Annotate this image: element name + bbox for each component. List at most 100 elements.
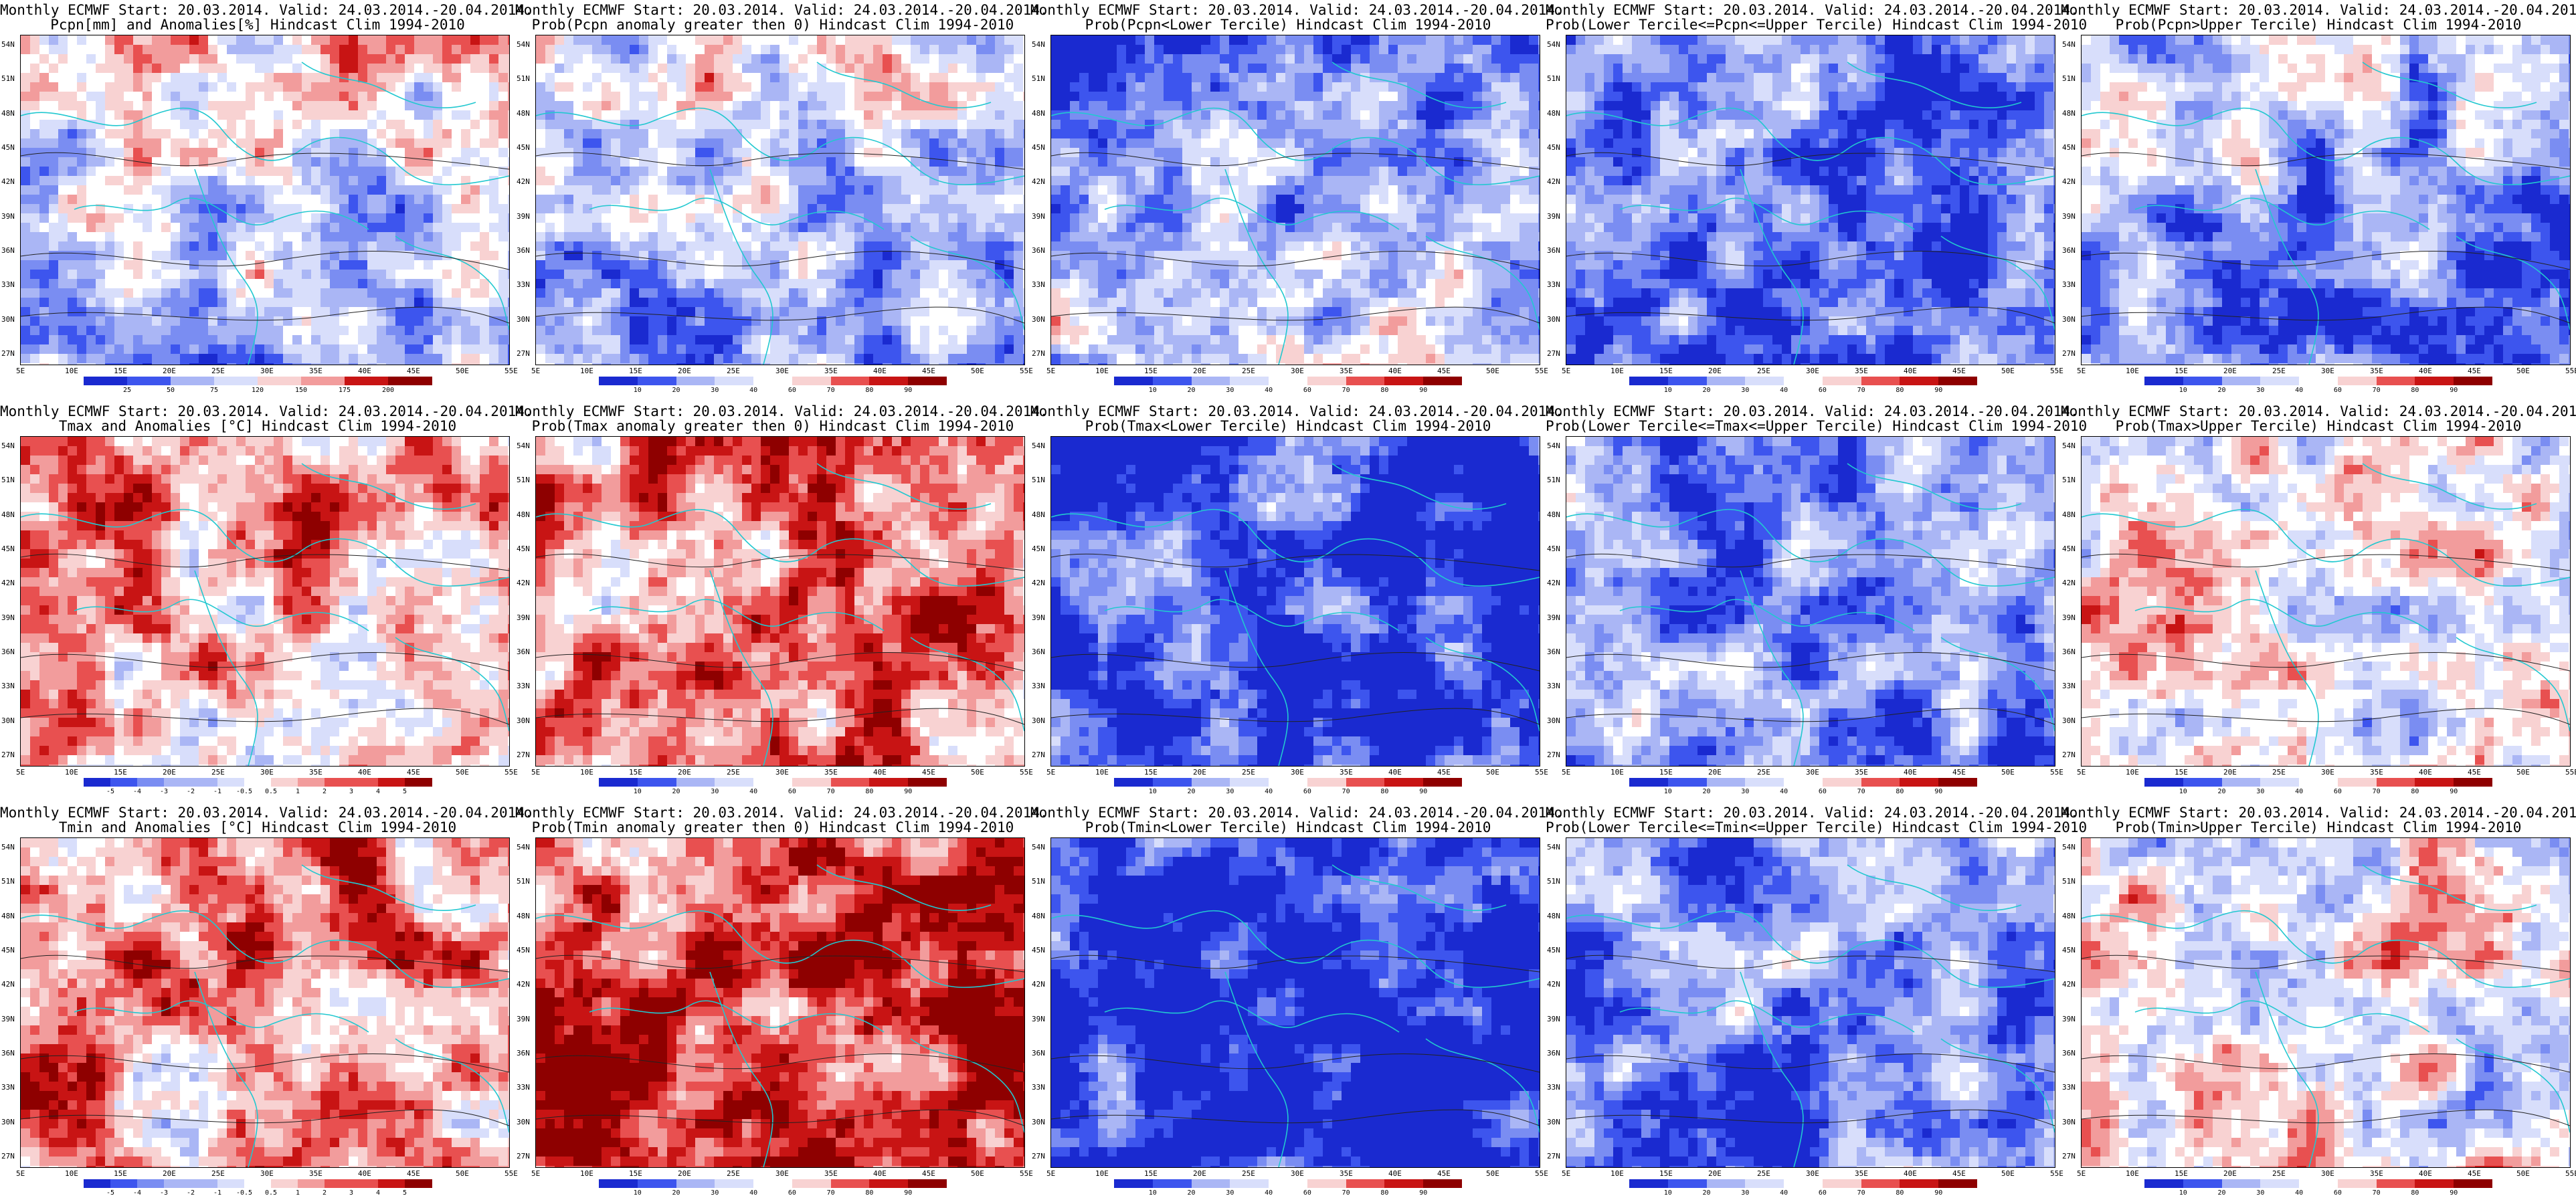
latitude-label: 39N [1, 1015, 15, 1023]
latitude-label: 51N [1032, 74, 1045, 83]
latitude-label: 36N [1, 246, 15, 255]
colorbar-label: 90 [1934, 788, 1942, 795]
latitude-label: 39N [517, 1015, 530, 1023]
latitude-label: 42N [1, 579, 15, 587]
longitude-label: 35E [1855, 768, 1868, 777]
colorbar [1629, 778, 1978, 787]
colorbar-label: 20 [1188, 387, 1196, 394]
colorbar-label: 40 [1780, 1189, 1788, 1197]
colorbar-segment [2337, 377, 2377, 385]
longitude-label: 30E [1291, 367, 1304, 375]
colorbar-label: 40 [1265, 1189, 1273, 1197]
colorbar-segment [110, 778, 138, 787]
colorbar-label: 70 [827, 387, 835, 394]
latitude-label: 54N [1032, 843, 1045, 851]
colorbar-segment [1307, 377, 1347, 385]
colorbar-segment [1861, 778, 1900, 787]
latitude-label: 42N [2062, 980, 2076, 989]
colorbar-segment [1861, 1179, 1900, 1188]
colorbar-segment [1423, 778, 1463, 787]
forecast-panel: Monthly ECMWF Start: 20.03.2014. Valid: … [1030, 803, 1564, 1204]
panel-title-line1: Monthly ECMWF Start: 20.03.2014. Valid: … [0, 404, 533, 419]
longitude-label: 15E [629, 367, 642, 375]
latitude-label: 48N [1032, 510, 1045, 519]
latitude-label: 48N [2062, 912, 2076, 920]
colorbar-segment [676, 1179, 715, 1188]
colorbar-label: 30 [1741, 788, 1749, 795]
colorbar-label: 90 [904, 1189, 912, 1197]
colorbar-label: 1 [296, 788, 300, 795]
colorbar-segment [715, 778, 754, 787]
colorbar-label: 60 [2334, 387, 2342, 394]
longitude-label: 40E [873, 1169, 887, 1178]
latitude-label: 42N [517, 980, 530, 989]
forecast-map [535, 837, 1025, 1168]
colorbar-segment [1629, 1179, 1669, 1188]
colorbar-label: 80 [2411, 1189, 2419, 1197]
longitude-label: 40E [1388, 768, 1402, 777]
map-field-svg [536, 35, 1024, 365]
colorbar-segment [1230, 1179, 1269, 1188]
colorbar-label: 70 [827, 788, 835, 795]
colorbar-segment [908, 377, 947, 385]
latitude-label: 39N [1547, 1015, 1560, 1023]
longitude-label: 5E [531, 768, 540, 777]
colorbar-label: 50 [167, 387, 175, 394]
longitude-label: 50E [971, 367, 984, 375]
latitude-label: 42N [1, 177, 15, 186]
colorbar-label: -2 [187, 1189, 195, 1197]
latitude-label: 42N [1547, 579, 1560, 587]
colorbar-label: 30 [2256, 788, 2264, 795]
colorbar-segment [1784, 377, 1823, 385]
longitude-label: 45E [1952, 367, 1966, 375]
colorbar-label: 60 [1819, 387, 1827, 394]
colorbar-segment [869, 377, 909, 385]
longitude-label: 45E [922, 768, 935, 777]
colorbar-segment [258, 377, 302, 385]
longitude-label: 45E [1437, 768, 1451, 777]
latitude-label: 54N [517, 843, 530, 851]
colorbar-segment [171, 377, 215, 385]
latitude-label: 48N [517, 510, 530, 519]
longitude-label: 30E [1806, 1169, 1819, 1178]
longitude-label: 55E [1020, 367, 1033, 375]
longitude-label: 40E [873, 768, 887, 777]
forecast-map [2081, 837, 2571, 1168]
panel-title-line2: Prob(Lower Tercile<=Pcpn<=Upper Tercile)… [1546, 17, 2087, 32]
colorbar [2144, 1179, 2493, 1188]
latitude-label: 27N [2062, 349, 2076, 358]
longitude-label: 20E [163, 367, 176, 375]
panel-title-line1: Monthly ECMWF Start: 20.03.2014. Valid: … [0, 805, 533, 820]
colorbar-label: 90 [2450, 387, 2458, 394]
colorbar-label: 90 [2450, 788, 2458, 795]
latitude-label: 48N [1547, 912, 1560, 920]
colorbar-segment [1667, 1179, 1708, 1188]
colorbar-segment [637, 778, 677, 787]
latitude-label: 54N [1, 441, 15, 450]
colorbar-label: 30 [2256, 1189, 2264, 1197]
panel-title-line2: Prob(Lower Tercile<=Tmax<=Upper Tercile)… [1546, 419, 2087, 433]
latitude-label: 48N [1032, 109, 1045, 118]
longitude-label: 25E [2272, 367, 2286, 375]
latitude-label: 33N [1032, 682, 1045, 690]
latitude-label: 27N [1, 750, 15, 759]
colorbar-segment [1152, 377, 1192, 385]
longitude-label: 45E [922, 1169, 935, 1178]
colorbar-label: 20 [1188, 1189, 1196, 1197]
colorbar-label: 0.5 [265, 1189, 277, 1197]
longitude-label: 5E [2077, 1169, 2086, 1178]
latitude-label: 33N [1032, 1083, 1045, 1092]
latitude-label: 36N [1032, 647, 1045, 656]
latitude-label: 36N [1547, 246, 1560, 255]
colorbar-segment [792, 377, 832, 385]
longitude-label: 45E [1952, 1169, 1966, 1178]
latitude-label: 30N [2062, 1118, 2076, 1126]
colorbar-segment [298, 1179, 325, 1188]
latitude-label: 30N [1547, 716, 1560, 725]
panel-title-line2: Prob(Tmin anomaly greater then 0) Hindca… [515, 820, 1030, 835]
latitude-label: 51N [2062, 74, 2076, 83]
map-field-svg [2082, 35, 2570, 365]
latitude-label: 39N [1032, 1015, 1045, 1023]
panel-title-line1: Monthly ECMWF Start: 20.03.2014. Valid: … [0, 3, 533, 17]
colorbar-label: 70 [2373, 1189, 2381, 1197]
